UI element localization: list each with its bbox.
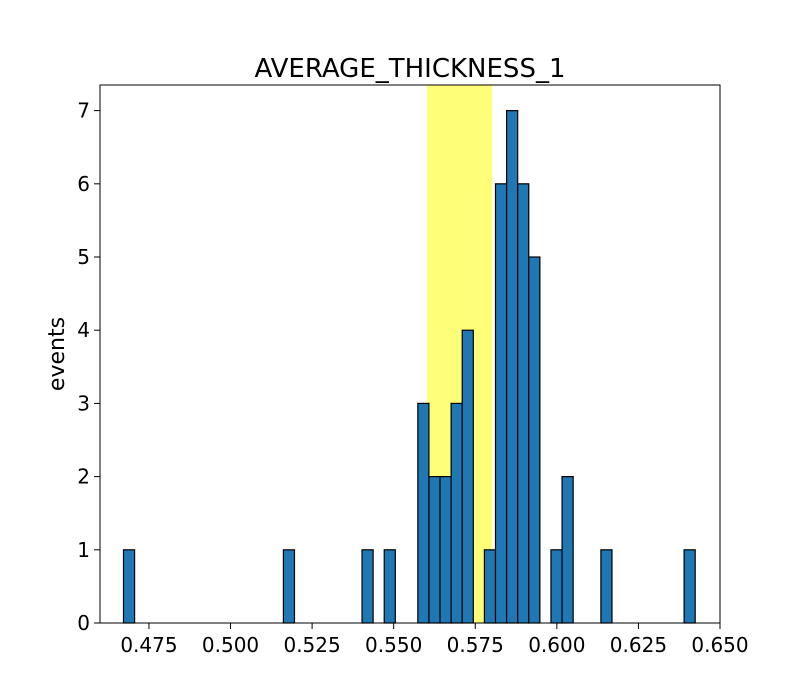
x-axis: 0.475 0.500 0.525 0.550 0.575 0.600 0.625 0.650 — [120, 623, 749, 657]
histogram-bar — [282, 549, 296, 624]
histogram-bar — [494, 183, 508, 624]
histogram-bar — [550, 549, 563, 624]
histogram-bar — [561, 476, 574, 624]
chart-title: AVERAGE_THICKNESS_1 — [255, 54, 566, 84]
x-tick-label: 0.550 — [365, 633, 422, 657]
y-tick-label: 6 — [77, 172, 90, 196]
plot-area — [99, 84, 721, 624]
histogram-bar — [683, 549, 696, 624]
x-tick-label: 0.625 — [610, 633, 667, 657]
x-tick-label: 0.575 — [447, 633, 504, 657]
histogram-bar — [528, 256, 541, 624]
y-axis: 0 1 2 3 4 5 6 7 — [77, 99, 100, 635]
histogram-bar — [361, 549, 374, 624]
histogram-bar — [450, 402, 463, 624]
y-tick-label: 1 — [77, 538, 90, 562]
y-tick-label: 3 — [77, 391, 90, 415]
histogram-bar — [483, 549, 497, 624]
histogram-bar — [517, 183, 530, 624]
y-tick-label: 7 — [77, 99, 90, 123]
y-tick-label: 0 — [77, 611, 90, 635]
histogram-bar — [417, 402, 430, 624]
histogram-bar — [122, 549, 136, 624]
x-tick-label: 0.500 — [202, 633, 259, 657]
x-tick-label: 0.525 — [283, 633, 340, 657]
histogram-bar — [600, 549, 613, 624]
histogram-bar — [428, 476, 441, 624]
y-tick-label: 4 — [77, 318, 90, 342]
x-tick-label: 0.650 — [691, 633, 748, 657]
y-tick-label: 2 — [77, 465, 90, 489]
x-tick-label: 0.600 — [528, 633, 585, 657]
histogram-bar — [383, 549, 396, 624]
x-tick-label: 0.475 — [120, 633, 177, 657]
y-axis-label: events — [45, 317, 70, 391]
bar-layer — [122, 110, 696, 624]
histogram-bar — [505, 110, 519, 624]
y-tick-label: 5 — [77, 245, 90, 269]
histogram-bar — [461, 329, 474, 624]
axes-frame — [99, 84, 721, 624]
histogram-bar — [439, 476, 452, 624]
